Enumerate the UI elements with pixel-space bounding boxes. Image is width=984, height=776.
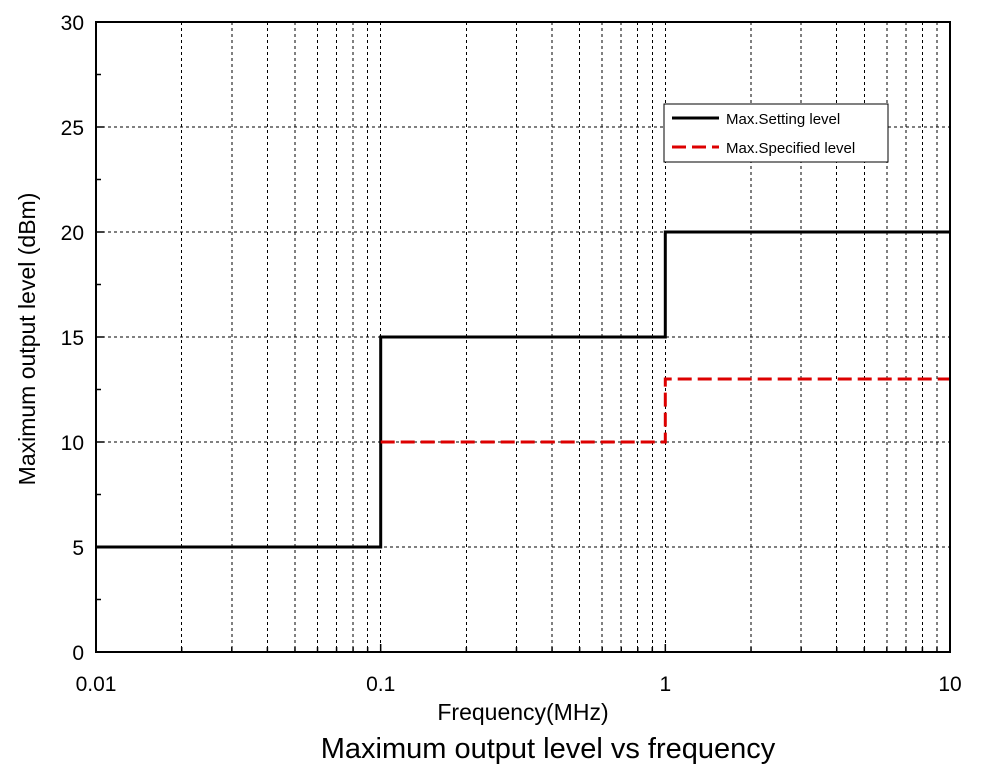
- legend: Max.Setting level Max.Specified level: [663, 103, 889, 163]
- series-line-setting: [96, 230, 950, 549]
- axis-ticks: [95, 21, 951, 653]
- y-tick-label: 30: [61, 12, 84, 35]
- y-tick-label: 10: [61, 432, 84, 455]
- y-tick-label: 5: [72, 537, 84, 560]
- chart-title: Maximum output level vs frequency: [321, 733, 776, 765]
- x-tick-label: 0.1: [366, 673, 395, 696]
- legend-label-setting: Max.Setting level: [726, 111, 840, 128]
- y-tick-label: 0: [72, 642, 84, 665]
- x-axis-label: Frequency(MHz): [437, 699, 608, 725]
- tick-labels: 0 5 10 15 20 25 30 0.01 0.1 1 10: [61, 12, 962, 696]
- series-line-specified: [380, 377, 950, 444]
- legend-label-specified: Max.Specified level: [726, 140, 855, 157]
- y-tick-label: 15: [61, 327, 84, 350]
- y-axis-label: Maximum output level (dBm): [14, 193, 40, 486]
- legend-box: [663, 103, 889, 163]
- series-group: [96, 230, 950, 549]
- x-tick-label: 1: [659, 673, 671, 696]
- y-tick-label: 20: [61, 222, 84, 245]
- y-tick-label: 25: [61, 117, 84, 140]
- x-tick-label: 0.01: [76, 673, 117, 696]
- x-tick-label: 10: [938, 673, 961, 696]
